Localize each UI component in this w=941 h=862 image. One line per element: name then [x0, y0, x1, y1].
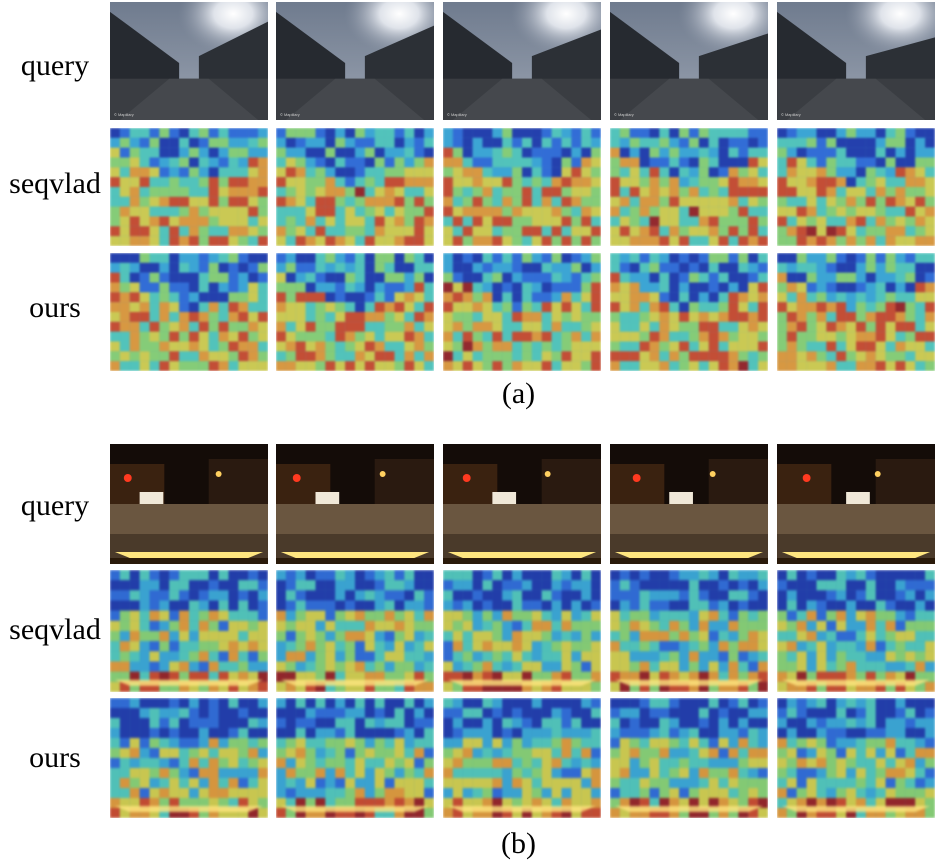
panel-b-seqvlad-image-5: [777, 570, 935, 692]
panel-b-query-image-5: [777, 444, 935, 564]
panel-b-query-image-2: [276, 444, 434, 564]
panel-a-seqvlad-image-3: [443, 128, 601, 246]
panel-b-query-image-3: [443, 444, 601, 564]
panel-b-ours-image-1: [110, 698, 268, 818]
panel-a-row-label-ours: ours: [29, 291, 81, 324]
panel-a-seqvlad-image-2: [276, 128, 434, 246]
panel-a-query-image-1: © Mapillary: [110, 2, 268, 120]
panel-a-query-image-2: © Mapillary: [276, 2, 434, 120]
panel-b-ours-image-3: [443, 698, 601, 818]
panel-b-row-label-query: query: [20, 489, 90, 522]
panel-a-row-label-seqvlad: seqvlad: [9, 167, 101, 200]
svg-text:© Mapillary: © Mapillary: [781, 112, 801, 117]
panel-a-ours-image-4: [610, 253, 768, 371]
panel-b-query-image-1: [110, 444, 268, 564]
panel-b-row-label-seqvlad: seqvlad: [9, 613, 101, 646]
panel-b-seqvlad-image-4: [610, 570, 768, 692]
panel-a-seqvlad-image-1: [110, 128, 268, 246]
svg-text:© Mapillary: © Mapillary: [614, 112, 634, 117]
panel-a-ours-image-1: [110, 253, 268, 371]
panel-b-ours-image-5: [777, 698, 935, 818]
panel-a-ours-image-5: [777, 253, 935, 371]
panel-b-seqvlad-image-1: [110, 570, 268, 692]
panel-a-query-image-3: © Mapillary: [443, 2, 601, 120]
panel-a-row-label-query: query: [20, 49, 90, 82]
svg-text:© Mapillary: © Mapillary: [280, 112, 300, 117]
panel-b-row-label-ours: ours: [29, 741, 81, 774]
svg-text:© Mapillary: © Mapillary: [114, 112, 134, 117]
panel-b-caption: (b): [501, 827, 536, 860]
panel-b-seqvlad-image-3: [443, 570, 601, 692]
panel-a-ours-image-3: [443, 253, 601, 371]
panel-b-query-image-4: [610, 444, 768, 564]
svg-text:© Mapillary: © Mapillary: [447, 112, 467, 117]
panel-b-ours-image-2: [276, 698, 434, 818]
panel-b-ours-image-4: [610, 698, 768, 818]
panel-b-seqvlad-image-2: [276, 570, 434, 692]
panel-a-seqvlad-image-5: [777, 128, 935, 246]
panel-a-query-image-5: © Mapillary: [777, 2, 935, 120]
panel-a-caption: (a): [501, 377, 536, 410]
panel-a-ours-image-2: [276, 253, 434, 371]
panel-a-query-image-4: © Mapillary: [610, 2, 768, 120]
panel-a-seqvlad-image-4: [610, 128, 768, 246]
